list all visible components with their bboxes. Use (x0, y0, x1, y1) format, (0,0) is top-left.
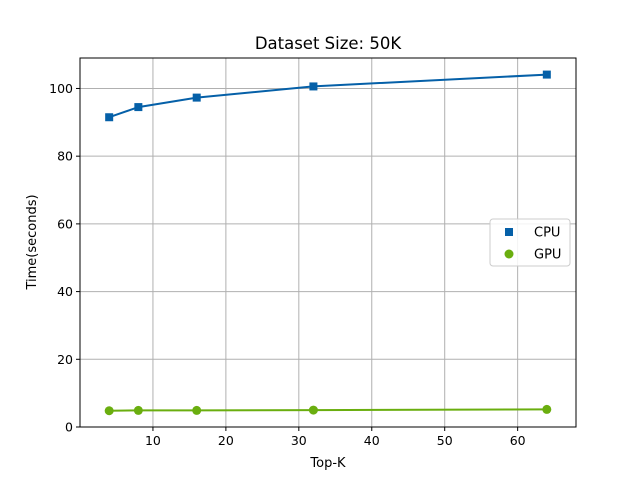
cpu-data-point (134, 103, 143, 112)
x-axis-label: Top-K (309, 456, 346, 471)
legend: CPU GPU (489, 218, 571, 267)
gpu-data-point (104, 406, 114, 416)
chart-title: Dataset Size: 50K (255, 34, 403, 53)
gpu-data-point (308, 405, 318, 415)
gpu-data-point (542, 404, 552, 414)
y-tick-label: 100 (49, 81, 73, 96)
cpu-series-line (108, 73, 547, 119)
y-tick-label: 0 (65, 420, 73, 435)
y-tick-label: 60 (57, 216, 73, 231)
gpu-data-point (133, 405, 143, 415)
legend-gpu-marker (504, 249, 514, 259)
x-tick-label: 60 (510, 433, 526, 448)
cpu-data-point (105, 113, 114, 122)
series-layer (104, 70, 552, 416)
legend-gpu-label: GPU (534, 248, 561, 263)
y-tick-label: 80 (57, 149, 73, 164)
y-axis-label: Time(seconds) (25, 194, 40, 290)
x-tick-label: 10 (145, 433, 161, 448)
x-tick-label: 40 (364, 433, 380, 448)
y-tick-label: 20 (57, 352, 73, 367)
x-tick-label: 50 (437, 433, 453, 448)
x-tick-label: 30 (291, 433, 307, 448)
legend-cpu-label: CPU (534, 226, 560, 241)
ticks: 10 20 30 40 50 60 0 20 40 60 80 100 (49, 81, 526, 448)
y-tick-label: 40 (57, 284, 73, 299)
plot-frame (79, 57, 577, 428)
gpu-series-line (109, 408, 547, 412)
cpu-data-point (542, 70, 551, 79)
x-tick-label: 20 (218, 433, 234, 448)
gpu-data-point (192, 405, 202, 415)
legend-cpu-marker (505, 228, 513, 236)
cpu-data-point (309, 82, 318, 91)
cpu-data-point (192, 93, 201, 102)
